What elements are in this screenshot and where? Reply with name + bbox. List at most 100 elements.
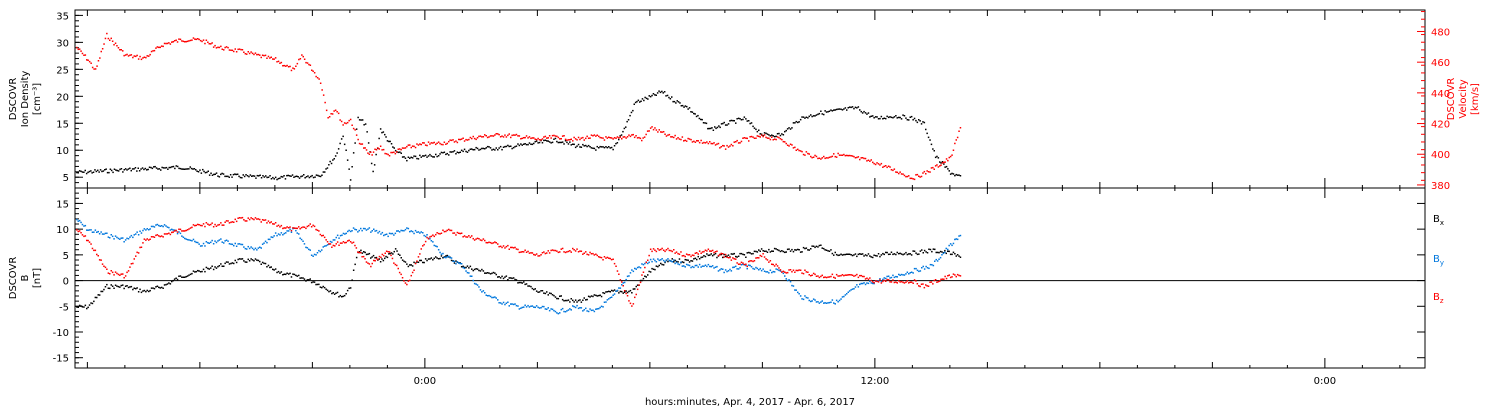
field-point-red <box>817 275 819 277</box>
field-point-blue <box>541 305 544 308</box>
velocity-point <box>120 49 122 51</box>
density-point <box>319 175 322 178</box>
field-point-red <box>96 253 98 256</box>
field-point-black <box>530 285 532 288</box>
field-point-blue <box>495 297 497 299</box>
field-point-blue <box>332 239 335 241</box>
field-point-blue <box>548 309 551 312</box>
density-point <box>733 120 735 122</box>
field-point-blue <box>448 255 450 258</box>
field-point-red <box>749 260 751 262</box>
velocity-point <box>613 137 616 139</box>
field-point-black <box>146 289 148 292</box>
field-point-blue <box>547 307 549 309</box>
field-point-black <box>325 288 327 290</box>
field-point-red <box>807 271 809 273</box>
field-point-red <box>316 229 319 231</box>
density-point <box>600 146 603 148</box>
field-point-red <box>511 246 513 249</box>
field-point-red <box>703 250 705 253</box>
density-point <box>229 174 232 176</box>
field-point-red <box>933 279 935 282</box>
density-point <box>321 174 323 176</box>
field-point-black <box>159 287 161 289</box>
density-point <box>293 176 295 178</box>
field-point-black <box>909 253 911 255</box>
density-point <box>537 142 539 144</box>
velocity-point <box>887 165 890 167</box>
field-point-red <box>453 232 456 234</box>
density-point <box>898 116 900 119</box>
field-point-red <box>743 263 746 266</box>
field-point-blue <box>844 294 847 296</box>
velocity-point <box>309 64 312 66</box>
field-point-red <box>339 242 342 244</box>
velocity-point <box>789 143 792 145</box>
velocity-point <box>256 53 258 56</box>
velocity-point <box>668 133 671 136</box>
velocity-point <box>748 140 750 142</box>
field-point-blue <box>119 238 121 240</box>
velocity-point <box>443 141 446 143</box>
density-point <box>679 102 681 104</box>
field-point-blue <box>463 267 466 270</box>
density-point <box>885 117 887 120</box>
field-point-black <box>292 273 294 275</box>
field-point-black <box>253 260 255 262</box>
field-point-blue <box>703 265 705 267</box>
field-point-red <box>352 241 355 244</box>
velocity-point <box>527 137 529 139</box>
field-point-blue <box>590 309 593 312</box>
field-point-blue <box>675 261 678 264</box>
field-point-red <box>322 234 324 237</box>
density-point <box>276 178 278 181</box>
density-point <box>345 149 347 151</box>
density-point <box>705 122 708 125</box>
field-point-black <box>420 259 422 262</box>
density-point <box>762 134 764 137</box>
density-point <box>251 175 253 177</box>
field-point-red <box>763 256 766 258</box>
velocity-point <box>940 164 942 166</box>
field-point-blue <box>515 304 518 307</box>
field-point-blue <box>599 306 601 309</box>
density-point <box>528 142 531 144</box>
density-tick-label: 10 <box>56 146 69 157</box>
field-point-red <box>393 262 395 264</box>
field-point-blue <box>719 269 721 271</box>
field-point-red <box>279 226 281 228</box>
field-point-black <box>217 265 219 268</box>
field-point-red <box>841 274 844 276</box>
velocity-point <box>114 42 117 44</box>
field-point-black <box>577 299 580 302</box>
velocity-point <box>823 155 825 158</box>
density-point <box>661 90 663 93</box>
velocity-tick-label: 460 <box>1431 58 1450 69</box>
field-point-blue <box>602 306 604 308</box>
field-label-line: [nT] <box>32 268 43 288</box>
velocity-point <box>423 142 425 144</box>
density-point <box>841 109 844 111</box>
field-point-red <box>668 249 671 252</box>
field-point-red <box>481 239 483 242</box>
field-point-red <box>329 243 332 245</box>
field-point-blue <box>543 305 545 308</box>
velocity-point <box>745 137 747 139</box>
field-point-blue <box>207 242 209 244</box>
field-point-blue <box>169 229 172 231</box>
field-point-blue <box>512 303 515 306</box>
field-point-black <box>423 261 425 264</box>
field-point-black <box>484 272 486 274</box>
field-point-black <box>908 253 910 255</box>
velocity-point <box>769 138 772 141</box>
field-point-black <box>162 287 164 289</box>
field-point-black <box>119 286 121 288</box>
density-point <box>743 116 746 118</box>
velocity-label-line: Velocity <box>1458 79 1469 118</box>
field-point-red <box>272 223 274 225</box>
density-point <box>915 119 917 122</box>
field-point-blue <box>824 302 826 304</box>
field-point-blue <box>449 256 451 259</box>
field-point-blue <box>241 243 244 246</box>
field-point-blue <box>410 230 412 232</box>
